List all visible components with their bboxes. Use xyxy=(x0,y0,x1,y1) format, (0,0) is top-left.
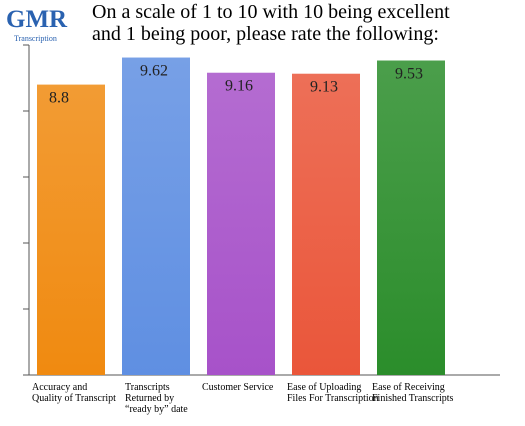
bar xyxy=(207,72,275,375)
x-tick-label: Transcripts Returned by “ready by” date xyxy=(125,382,188,415)
x-tick-label: Accuracy and Quality of Transcript xyxy=(32,382,116,404)
chart-title: On a scale of 1 to 10 with 10 being exce… xyxy=(92,1,450,45)
logo-sub: Transcription xyxy=(14,34,57,43)
bar xyxy=(377,60,445,375)
x-tick-label: Ease of Uploading Files For Transcription xyxy=(287,382,379,404)
bar xyxy=(122,57,190,375)
value-label: 9.53 xyxy=(395,65,423,82)
value-label: 9.13 xyxy=(310,78,338,95)
bar xyxy=(37,84,105,375)
logo-name: GMR xyxy=(6,6,68,33)
x-tick-label: Ease of Receiving Finished Transcripts xyxy=(372,382,454,404)
value-label: 9.16 xyxy=(225,77,253,94)
x-tick-label: Customer Service xyxy=(202,382,274,393)
bar xyxy=(292,73,360,376)
value-label: 8.8 xyxy=(49,89,69,106)
value-label: 9.62 xyxy=(140,62,168,79)
